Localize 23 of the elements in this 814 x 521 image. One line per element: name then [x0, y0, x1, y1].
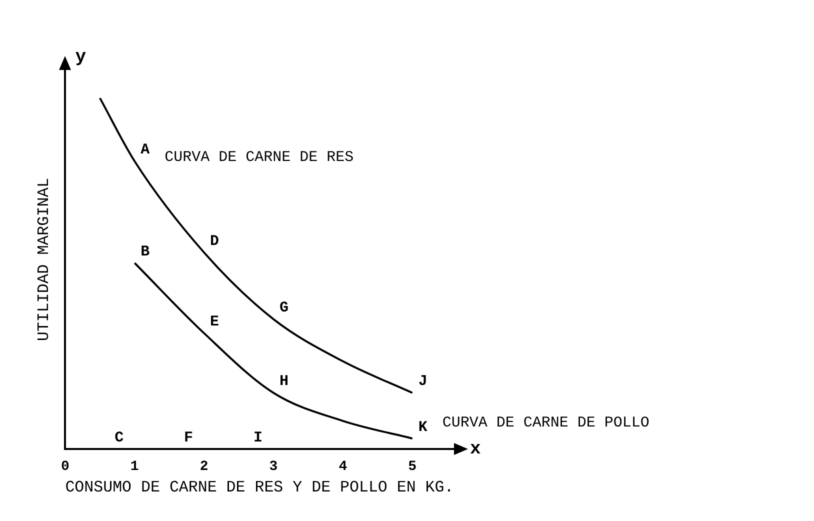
x-axis-title: CONSUMO DE CARNE DE RES Y DE POLLO EN KG. [65, 478, 454, 497]
annotation: F [184, 429, 194, 446]
x-tick-label: 4 [338, 458, 348, 475]
annotation: H [279, 373, 288, 390]
annotation: C [114, 429, 124, 446]
x-tick-label: 3 [269, 458, 278, 475]
annotation: B [140, 243, 150, 260]
text: x [470, 440, 481, 460]
annotation: A [140, 142, 150, 159]
text: CURVA DE CARNE DE POLLO [442, 414, 650, 432]
series-label: CURVA DE CARNE DE RES [164, 149, 354, 166]
x-tick-label: 5 [408, 458, 417, 475]
annotation: J [418, 373, 428, 390]
annotation: D [210, 232, 220, 250]
x-tick-label: 2 [200, 458, 208, 475]
text: y [75, 48, 86, 68]
x-tick-label: 1 [130, 458, 139, 475]
y-axis-title: UTILIDAD MARGINAL [34, 178, 53, 342]
annotation: I [253, 429, 262, 446]
annotation: E [210, 313, 220, 330]
x-tick-label: 0 [60, 458, 70, 475]
annotation: K [418, 418, 428, 436]
annotation: G [279, 299, 288, 316]
